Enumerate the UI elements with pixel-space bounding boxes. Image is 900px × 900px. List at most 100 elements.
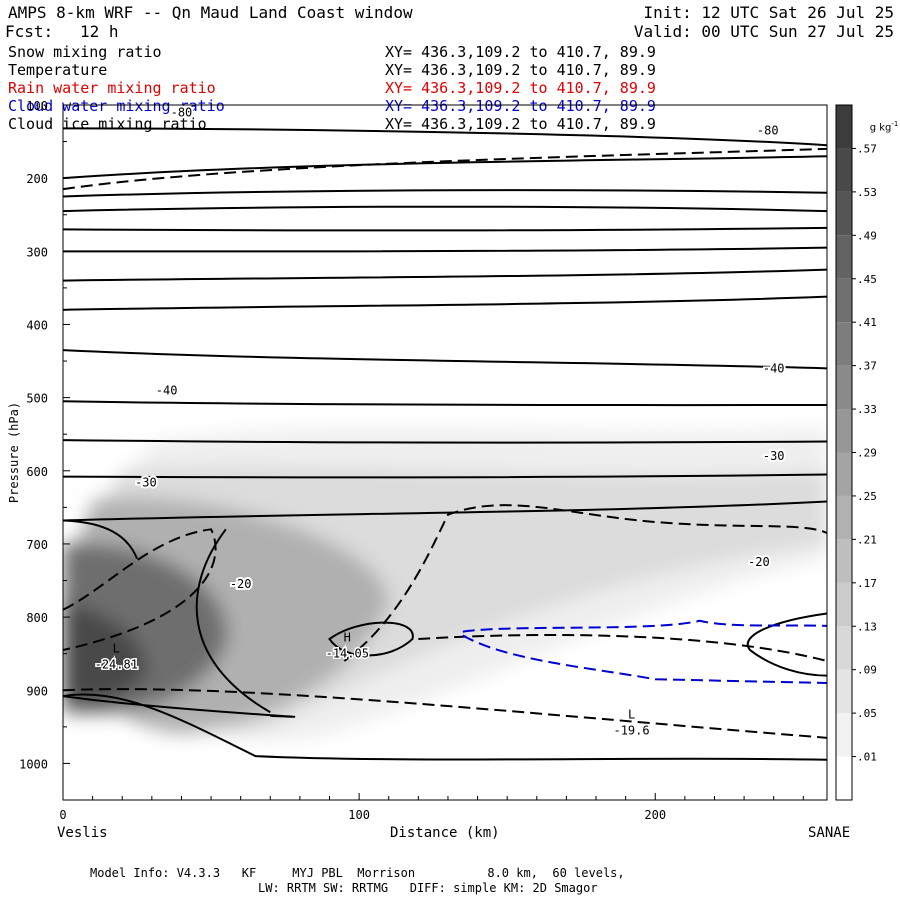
colorbar-swatch	[836, 756, 852, 800]
colorbar-swatch	[836, 278, 852, 323]
x-tick-label: 200	[644, 808, 666, 822]
right-endpoint-label: SANAE	[808, 825, 851, 841]
valid-time: Valid: 00 UTC Sun 27 Jul 25	[633, 22, 894, 41]
plot-frame	[62, 104, 828, 801]
ice-contour	[63, 528, 217, 652]
colorbar-label: .41	[857, 316, 877, 329]
y-tick-label: 900	[26, 684, 48, 698]
y-tick-label: 1000	[19, 757, 48, 771]
isotherm-warm-core	[328, 621, 414, 657]
colorbar-label: .13	[857, 620, 877, 633]
y-tick-label: 400	[26, 318, 48, 332]
field-name: Cloud water mixing ratio	[8, 97, 225, 115]
colorbar-swatch	[836, 582, 852, 627]
y-tick-label: 100	[26, 99, 48, 113]
y-tick-label: 200	[26, 172, 48, 186]
y-tick-label: 700	[26, 538, 48, 552]
isotherm-line	[63, 246, 827, 253]
isotherm-line	[63, 226, 827, 232]
colorbar-label: .37	[857, 360, 877, 373]
colorbar-label: .25	[857, 490, 877, 503]
temperature-label: -20	[748, 555, 770, 569]
extremum-value: -24.81	[95, 658, 138, 672]
colorbar-label: .05	[857, 707, 877, 720]
isotherm-line	[63, 189, 827, 198]
ice-contour	[418, 633, 827, 662]
field-xy: XY= 436.3,109.2 to 410.7, 89.9	[385, 115, 656, 133]
model-info-line2: LW: RRTM SW: RRTMG DIFF: simple KM: 2D S…	[258, 881, 598, 895]
colorbar-swatch	[836, 191, 852, 236]
colorbar-label: .09	[857, 664, 877, 677]
field-xy: XY= 436.3,109.2 to 410.7, 89.9	[385, 79, 656, 97]
isotherm-line	[746, 612, 827, 677]
y-tick-label: 600	[26, 465, 48, 479]
colorbar-swatch	[836, 669, 852, 714]
left-endpoint-label: Veslis	[57, 825, 108, 841]
colorbar-label: .21	[857, 533, 877, 546]
y-tick-label: 800	[26, 611, 48, 625]
forecast-value: 12 h	[80, 22, 119, 41]
ice-contour	[343, 504, 827, 662]
isotherm-line	[63, 155, 827, 180]
plot-area	[63, 127, 827, 761]
x-tick-label: 0	[59, 808, 66, 822]
isotherm-line	[63, 695, 296, 718]
extremum-type: L	[628, 708, 635, 722]
forecast-label: Fcst:	[5, 22, 54, 41]
colorbar-swatch	[836, 235, 852, 279]
temperature-label: -80	[171, 105, 193, 119]
field-xy: XY= 436.3,109.2 to 410.7, 89.9	[385, 97, 656, 115]
colorbar-swatch	[836, 495, 852, 540]
chart-title: AMPS 8-km WRF -- Qn Maud Land Coast wind…	[8, 3, 413, 22]
init-time: Init: 12 UTC Sat 26 Jul 25	[643, 3, 894, 22]
colorbar-label: .01	[857, 751, 877, 764]
colorbar-label: .29	[857, 447, 877, 460]
colorbar-swatch	[836, 105, 852, 149]
temperature-label: -30	[135, 475, 157, 489]
y-axis-label: Pressure (hPa)	[7, 402, 21, 503]
colorbar-label: .57	[857, 142, 877, 155]
ice-contour	[63, 147, 827, 191]
extremum-value: -19.6	[613, 724, 649, 738]
isotherms	[63, 127, 827, 761]
colorbar-swatch	[836, 409, 852, 453]
cloud-water-contour	[462, 619, 827, 684]
isotherm-line	[63, 519, 138, 559]
field-name: Snow mixing ratio	[8, 43, 162, 61]
field-xy: XY= 436.3,109.2 to 410.7, 89.9	[385, 61, 656, 79]
colorbar-unit-text: g kg	[869, 122, 892, 134]
isotherm-line	[63, 473, 827, 479]
isotherm-line	[63, 500, 827, 522]
isotherm-line	[63, 693, 827, 761]
field-name: Rain water mixing ratio	[8, 79, 216, 97]
temperature-label: -40	[156, 383, 178, 397]
temperature-label: -40	[763, 361, 785, 375]
temperature-label: -30	[763, 449, 785, 463]
extremum-type: L	[113, 642, 120, 656]
colorbar-swatch	[836, 452, 852, 496]
x-tick-label: 100	[348, 808, 370, 822]
isotherm-line	[63, 400, 827, 407]
y-tick-label: 500	[26, 392, 48, 406]
temperature-label: -80	[757, 124, 779, 138]
colorbar-swatch	[836, 322, 852, 366]
colorbar-swatch	[836, 713, 852, 757]
colorbar-swatch	[836, 539, 852, 583]
field-name: Temperature	[8, 61, 108, 79]
colorbar-label: .33	[857, 403, 877, 416]
colorbar-unit-exponent: -1	[891, 120, 899, 128]
model-info-line1: Model Info: V4.3.3 KF MYJ PBL Morrison 8…	[90, 866, 625, 880]
snow-shade-max	[63, 602, 147, 702]
colorbar-label: .45	[857, 273, 877, 286]
isotherm-line	[63, 349, 827, 370]
isotherm-line	[63, 295, 827, 311]
extremum-type: H	[344, 631, 351, 645]
isotherm-line	[195, 528, 271, 714]
colorbar-label: .53	[857, 186, 877, 199]
isotherm-line	[63, 268, 827, 282]
extremum-value: -14.05	[326, 647, 369, 661]
colorbar-swatch	[836, 626, 852, 670]
colorbar-label: .49	[857, 229, 877, 242]
colorbar-unit: g kg-1	[857, 100, 899, 152]
